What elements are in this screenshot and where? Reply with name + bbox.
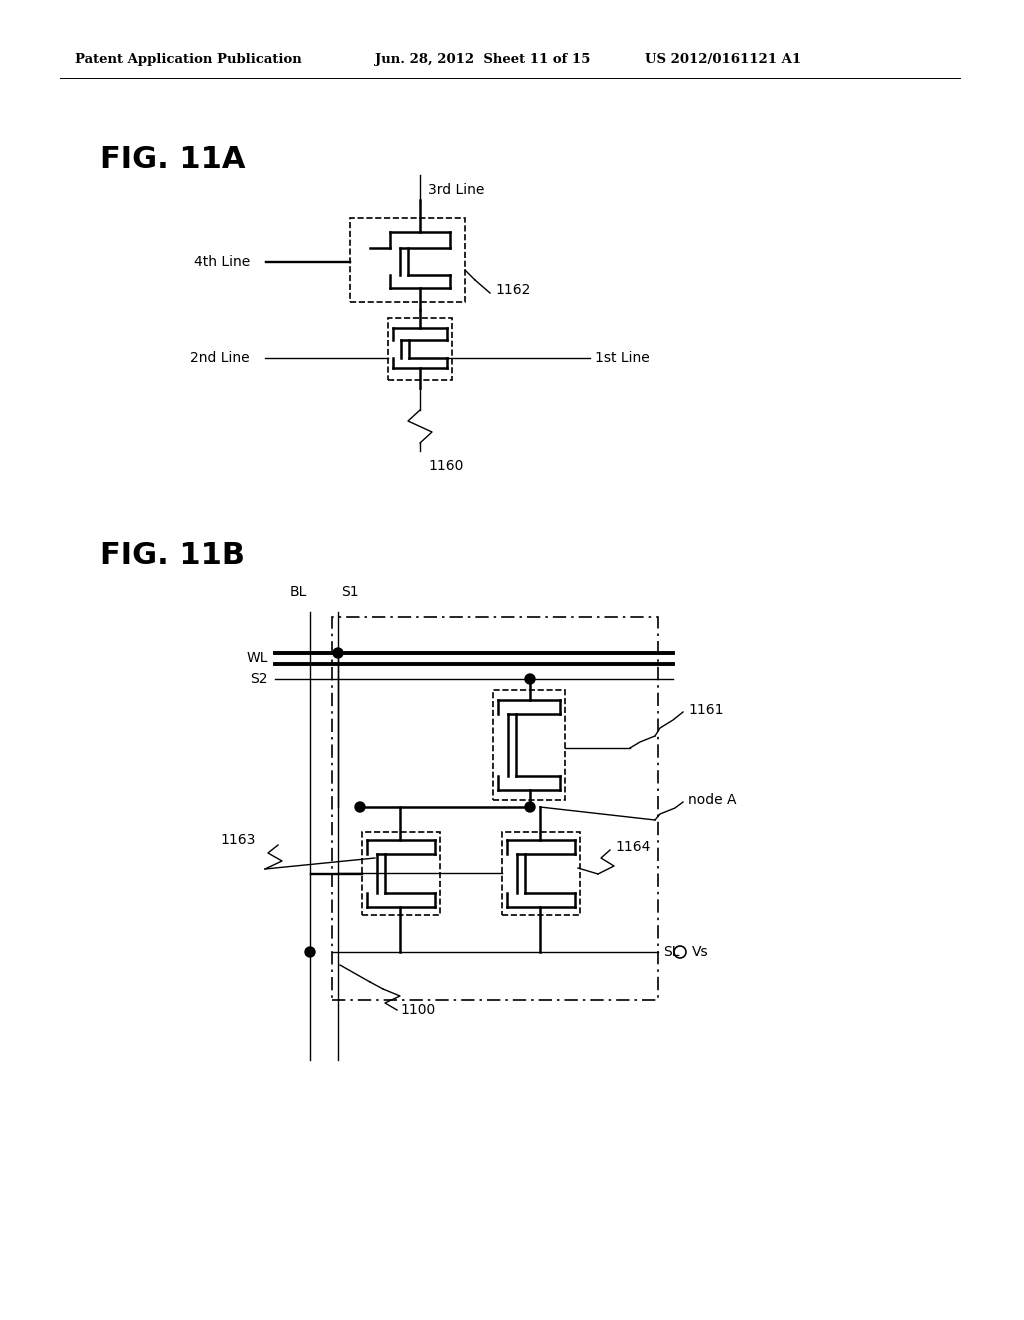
Text: FIG. 11A: FIG. 11A <box>100 145 246 174</box>
Circle shape <box>355 803 365 812</box>
Text: 1160: 1160 <box>428 459 464 473</box>
Text: 2nd Line: 2nd Line <box>190 351 250 366</box>
Text: US 2012/0161121 A1: US 2012/0161121 A1 <box>645 54 801 66</box>
Bar <box>332 616 658 1001</box>
Text: node A: node A <box>688 793 736 807</box>
Bar <box>493 690 565 800</box>
Text: 1164: 1164 <box>615 840 650 854</box>
Text: 1100: 1100 <box>400 1003 435 1016</box>
Text: Vs: Vs <box>692 945 709 960</box>
Bar <box>350 218 465 302</box>
Text: Patent Application Publication: Patent Application Publication <box>75 54 302 66</box>
Text: WL: WL <box>247 652 268 665</box>
Text: Jun. 28, 2012  Sheet 11 of 15: Jun. 28, 2012 Sheet 11 of 15 <box>375 54 591 66</box>
Text: S2: S2 <box>251 672 268 686</box>
Text: S1: S1 <box>341 585 358 599</box>
Text: 1163: 1163 <box>220 833 255 847</box>
Circle shape <box>333 648 343 657</box>
Bar <box>362 832 440 915</box>
Circle shape <box>525 675 535 684</box>
Circle shape <box>525 803 535 812</box>
Text: 1161: 1161 <box>688 704 724 717</box>
Text: 1162: 1162 <box>495 282 530 297</box>
Text: 3rd Line: 3rd Line <box>428 183 484 197</box>
Text: BL: BL <box>290 585 307 599</box>
Text: SL: SL <box>663 945 680 960</box>
Text: 4th Line: 4th Line <box>194 255 250 269</box>
Text: FIG. 11B: FIG. 11B <box>100 540 245 569</box>
Bar <box>388 318 452 380</box>
Bar <box>502 832 580 915</box>
Text: 1st Line: 1st Line <box>595 351 650 366</box>
Circle shape <box>305 946 315 957</box>
